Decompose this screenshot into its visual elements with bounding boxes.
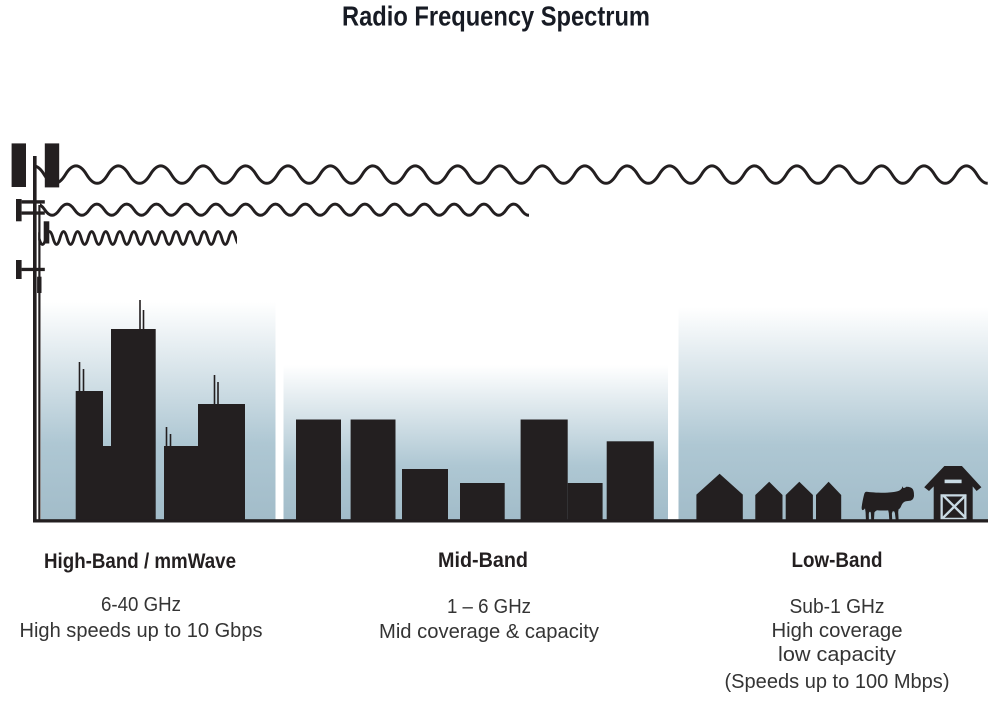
svg-text:Mid-Band: Mid-Band [438, 549, 528, 572]
svg-text:(Speeds up to 100 Mbps): (Speeds up to 100 Mbps) [725, 670, 950, 693]
svg-text:Mid coverage & capacity: Mid coverage & capacity [379, 620, 600, 643]
svg-text:Sub-1 GHz: Sub-1 GHz [790, 595, 885, 618]
svg-text:6-40 GHz: 6-40 GHz [101, 593, 181, 616]
svg-text:High coverage: High coverage [772, 619, 903, 642]
svg-text:Radio Frequency Spectrum: Radio Frequency Spectrum [342, 1, 650, 32]
svg-text:1 – 6 GHz: 1 – 6 GHz [447, 595, 531, 618]
svg-text:low capacity: low capacity [778, 643, 897, 666]
svg-text:Low-Band: Low-Band [792, 549, 883, 572]
svg-text:High speeds up to 10 Gbps: High speeds up to 10 Gbps [20, 619, 263, 642]
svg-text:High-Band / mmWave: High-Band / mmWave [44, 550, 236, 573]
